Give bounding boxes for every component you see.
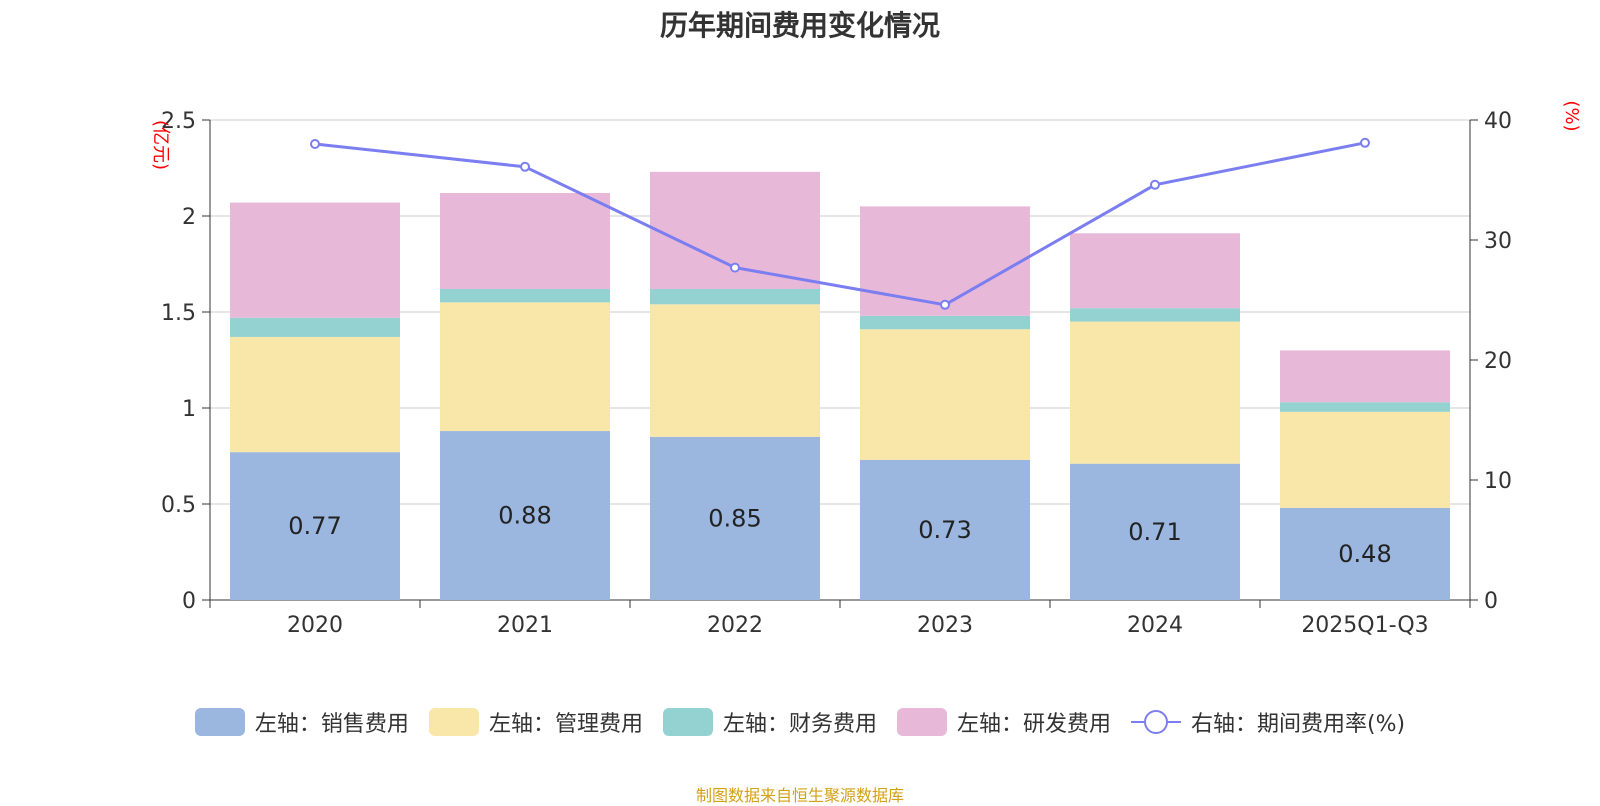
rate-line [314, 141, 1366, 307]
source-footer: 制图数据来自恒生聚源数据库 [695, 786, 904, 805]
rate-point [520, 161, 530, 172]
chart-title: 历年期间费用变化情况 [659, 9, 940, 42]
bar-data-label: 0.88 [498, 502, 551, 530]
bar-sales [650, 436, 820, 600]
legend-swatch-sales [194, 708, 245, 736]
bar-admin [440, 302, 610, 432]
rate-point [310, 139, 320, 149]
rate-point [730, 262, 740, 273]
legend-label-rate: 右轴：期间费用率(%) [1190, 712, 1406, 737]
legend-item-rnd[interactable]: 左轴：研发费用 [896, 706, 1111, 738]
bar-sales [1070, 463, 1240, 600]
legend-line-marker [1143, 710, 1168, 734]
bar-rnd [1280, 350, 1450, 403]
bar-admin [1280, 411, 1450, 508]
bar-rnd [440, 192, 610, 289]
y-left-tick-label: 1.5 [161, 301, 196, 326]
bar-finance [230, 317, 400, 337]
bar-finance [1280, 402, 1450, 412]
y-right-tick-label: 40 [1484, 109, 1512, 134]
x-tick-label: 2021 [497, 613, 553, 638]
bar-finance [1070, 308, 1240, 322]
legend-swatch-admin [428, 708, 479, 736]
legend-item-rate[interactable]: 右轴：期间费用率(%) [1130, 706, 1406, 738]
legend-item-finance[interactable]: 左轴：财务费用 [662, 706, 877, 738]
bar-sales [230, 452, 400, 600]
y-right-unit: (%) [1561, 100, 1582, 131]
x-tick-label: 2023 [917, 613, 973, 638]
legend-item-admin[interactable]: 左轴：管理费用 [428, 706, 643, 738]
rate-point [1150, 179, 1160, 190]
legend-label-finance: 左轴：财务费用 [722, 712, 877, 737]
bar-sales [860, 459, 1030, 600]
bar-admin [650, 304, 820, 437]
bar-data-label: 0.77 [288, 512, 341, 540]
bar-data-label: 0.85 [708, 504, 761, 532]
bar-rnd [860, 206, 1030, 316]
legend-label-rnd: 左轴：研发费用 [956, 712, 1111, 737]
y-right-tick-label: 30 [1484, 229, 1512, 254]
rate-point [1360, 137, 1370, 148]
y-right-tick-label: 10 [1484, 469, 1512, 494]
legend-swatch-rnd [896, 708, 947, 736]
y-right-tick-label: 0 [1484, 589, 1498, 614]
legend: 左轴：销售费用 左轴：管理费用 左轴：财务费用 左轴：研发费用 右轴：期间费用率… [0, 706, 1600, 738]
legend-label-sales: 左轴：销售费用 [254, 712, 409, 737]
bar-finance [650, 288, 820, 305]
x-tick-label: 2020 [287, 613, 343, 638]
x-tick-label: 2022 [707, 613, 763, 638]
legend-item-sales[interactable]: 左轴：销售费用 [194, 706, 409, 738]
y-right-tick-label: 20 [1484, 349, 1512, 374]
legend-label-admin: 左轴：管理费用 [488, 712, 643, 737]
y-left-tick-label: 0 [182, 589, 196, 614]
y-left-tick-label: 2.5 [161, 109, 196, 134]
bar-data-label: 0.71 [1128, 518, 1181, 546]
bar-admin [1070, 321, 1240, 464]
bar-finance [440, 288, 610, 303]
y-left-tick-label: 0.5 [161, 493, 196, 518]
legend-swatch-finance [662, 708, 713, 736]
bar-admin [230, 336, 400, 453]
bar-data-label: 0.73 [918, 516, 971, 544]
x-tick-label: 2024 [1127, 613, 1183, 638]
bar-admin [860, 329, 1030, 460]
y-left-unit: (亿元) [150, 120, 171, 170]
legend-line-icon [1130, 708, 1181, 736]
y-left-tick-label: 2 [182, 205, 196, 230]
bar-sales [1280, 507, 1450, 600]
bar-rnd [230, 202, 400, 318]
bar-sales [440, 431, 610, 600]
y-left-tick-label: 1 [182, 397, 196, 422]
bar-rnd [1070, 233, 1240, 309]
rate-point [940, 299, 950, 310]
x-tick-label: 2025Q1-Q3 [1301, 613, 1428, 638]
bar-data-label: 0.48 [1338, 540, 1391, 568]
bar-finance [860, 315, 1030, 330]
